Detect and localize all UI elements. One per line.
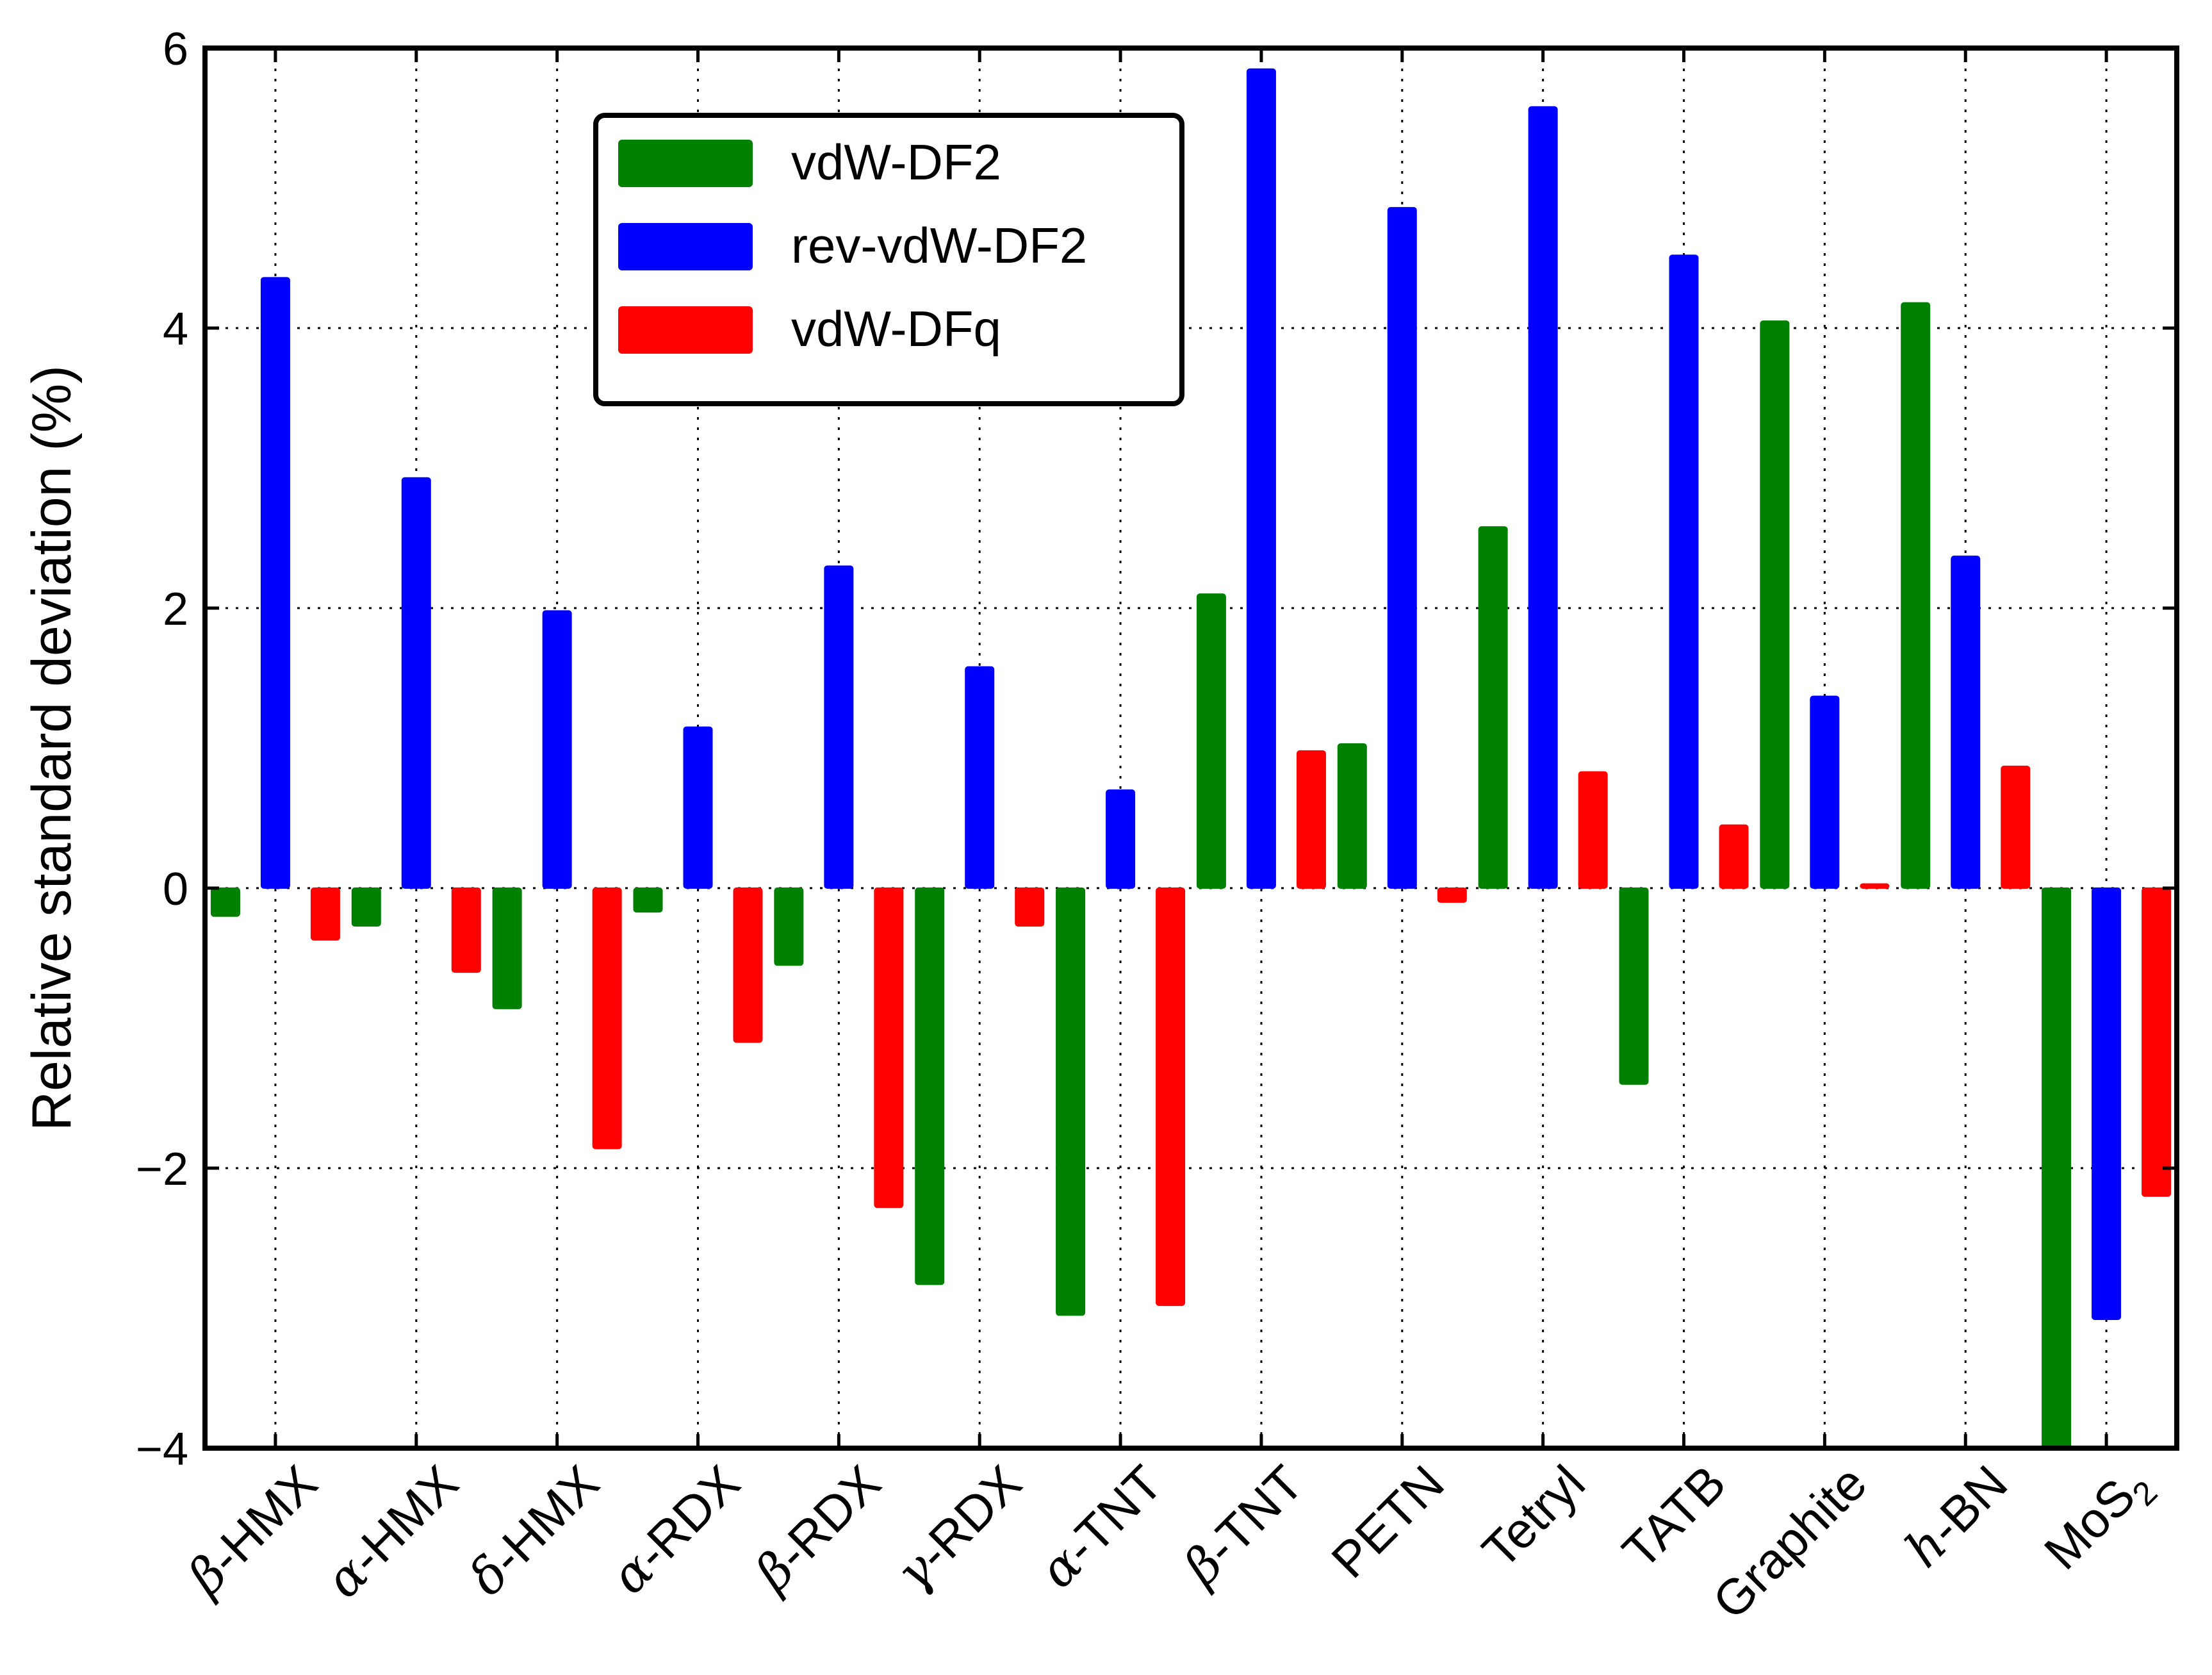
bar-vdw-df2 xyxy=(774,887,804,966)
bar-rev-vdw-df2 xyxy=(1810,695,1840,889)
axis-ticks xyxy=(205,46,2177,1450)
bar-rev-vdw-df2 xyxy=(1106,789,1136,889)
bar-vdw-dfq xyxy=(451,887,481,973)
legend-swatch xyxy=(618,223,753,270)
legend: vdW-DF2 rev-vdW-DF2 vdW-DFq xyxy=(593,113,1184,406)
bar-rev-vdw-df2 xyxy=(260,277,290,889)
bar-vdw-df2 xyxy=(492,887,522,1009)
bar-vdw-dfq xyxy=(1860,883,1890,889)
legend-label: vdW-DF2 xyxy=(791,134,1001,190)
bar-vdw-dfq xyxy=(2001,765,2031,889)
y-axis-label: Relative standard deviation (%) xyxy=(21,365,83,1131)
legend-swatch xyxy=(618,306,753,354)
x-tick-label: β-RDX xyxy=(743,1455,892,1603)
x-tick-label: Tetryl xyxy=(1471,1455,1596,1579)
bar-vdw-df2 xyxy=(1478,526,1508,889)
bar-rev-vdw-df2 xyxy=(542,610,572,889)
bar-rev-vdw-df2 xyxy=(1669,254,1699,889)
bar-rev-vdw-df2 xyxy=(1951,556,1981,889)
bar-vdw-df2 xyxy=(2042,887,2072,1449)
legend-label: rev-vdW-DF2 xyxy=(791,217,1087,274)
x-tick-label-text: Tetryl xyxy=(1471,1455,1596,1579)
x-tick-label: PETN xyxy=(1320,1455,1454,1588)
bar-vdw-df2 xyxy=(210,887,240,917)
bar-vdw-dfq xyxy=(2142,887,2172,1197)
legend-swatch xyxy=(618,140,753,187)
bar-rev-vdw-df2 xyxy=(1387,207,1417,889)
bar-vdw-dfq xyxy=(1437,887,1467,903)
bar-vdw-dfq xyxy=(733,887,763,1043)
bar-vdw-dfq xyxy=(1719,824,1749,889)
grid-lines xyxy=(205,48,2177,1448)
bar-vdw-dfq xyxy=(1015,887,1045,927)
x-tick-label-text: Graphite xyxy=(1702,1455,1878,1630)
bar-rev-vdw-df2 xyxy=(401,477,431,889)
x-tick-label: β-HMX xyxy=(176,1455,329,1608)
bar-vdw-dfq xyxy=(1296,750,1326,889)
x-tick-label: Graphite xyxy=(1702,1455,1878,1630)
x-tick-label-text: -HMX xyxy=(339,1455,469,1585)
x-tick-label: β-TNT xyxy=(1172,1455,1315,1597)
bar-rev-vdw-df2 xyxy=(2092,887,2122,1320)
bar-rev-vdw-df2 xyxy=(1246,68,1276,889)
bar-vdw-df2 xyxy=(1337,743,1367,889)
y-tick-label: 4 xyxy=(163,304,188,355)
x-tick-label: α-TNT xyxy=(1029,1455,1174,1599)
bar-vdw-df2 xyxy=(1056,887,1086,1316)
bar-rev-vdw-df2 xyxy=(1528,106,1558,889)
x-tick-label-text: PETN xyxy=(1320,1455,1454,1588)
x-tick-label: γ-RDX xyxy=(885,1455,1033,1603)
bar-vdw-df2 xyxy=(351,887,381,927)
x-tick-label-text: TATB xyxy=(1612,1455,1737,1580)
bars xyxy=(210,68,2172,1449)
bar-vdw-df2 xyxy=(1760,320,1790,889)
bar-vdw-dfq xyxy=(874,887,904,1209)
bar-rev-vdw-df2 xyxy=(965,666,995,889)
bar-rev-vdw-df2 xyxy=(824,565,854,889)
bar-vdw-dfq xyxy=(1156,887,1186,1307)
y-tick-label: 6 xyxy=(163,24,188,75)
bar-vdw-dfq xyxy=(592,887,622,1150)
bar-vdw-dfq xyxy=(310,887,340,941)
legend-label: vdW-DFq xyxy=(791,301,1001,357)
bar-vdw-df2 xyxy=(1619,887,1649,1085)
bar-rev-vdw-df2 xyxy=(683,726,713,889)
bar-vdw-df2 xyxy=(1901,302,1931,889)
x-tick-label: TATB xyxy=(1612,1455,1737,1580)
x-tick-label: α-HMX xyxy=(315,1455,470,1610)
x-tick-label: δ-HMX xyxy=(458,1455,610,1607)
y-tick-label: 2 xyxy=(163,584,188,635)
x-tick-label: MoS2 xyxy=(2033,1455,2165,1586)
bar-vdw-dfq xyxy=(1578,771,1608,889)
bar-vdw-df2 xyxy=(1196,593,1226,889)
x-tick-label: h-BN xyxy=(1894,1455,2019,1579)
x-tick-label: α-RDX xyxy=(600,1455,751,1606)
plot-area-frame xyxy=(202,45,2179,1451)
x-tick-label-text: -HMX xyxy=(480,1455,610,1585)
bar-vdw-df2 xyxy=(633,887,663,913)
y-axis-tick-labels: −4 −2 0 2 4 6 xyxy=(136,24,188,1475)
y-tick-label: −4 xyxy=(136,1424,188,1475)
x-tick-label-text: -HMX xyxy=(198,1455,328,1585)
y-tick-label: −2 xyxy=(136,1144,188,1195)
y-tick-label: 0 xyxy=(163,864,188,915)
bar-vdw-df2 xyxy=(915,887,945,1285)
